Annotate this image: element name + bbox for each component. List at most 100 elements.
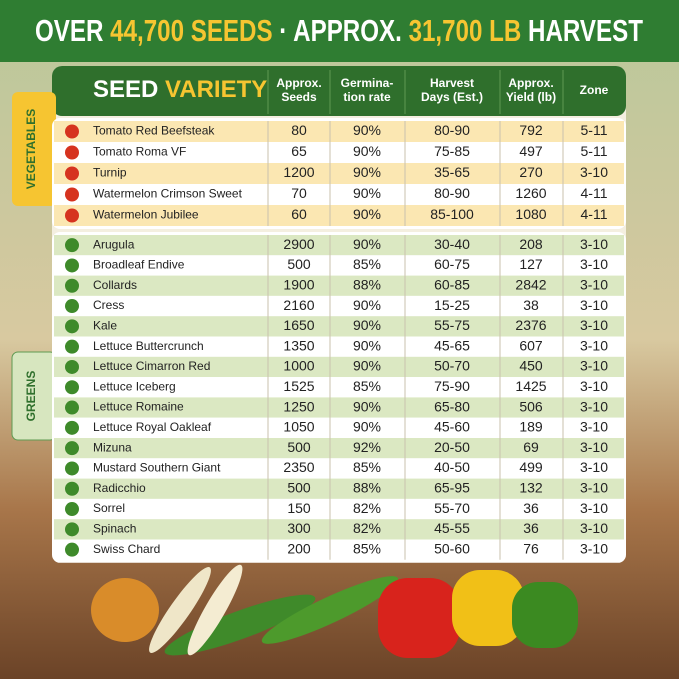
name-header-part: VARIETY	[165, 76, 267, 103]
cell: 208	[519, 236, 543, 252]
row-icon	[65, 258, 79, 273]
cell: 45-55	[434, 520, 470, 536]
title-part: OVER	[35, 13, 103, 48]
table-row	[54, 336, 624, 357]
cell: 3-10	[580, 540, 608, 556]
cell: 38	[523, 297, 539, 313]
cell: 497	[519, 143, 543, 159]
row-icon	[65, 208, 79, 223]
cell: 20-50	[434, 439, 470, 455]
cell: 4-11	[581, 206, 608, 222]
cell: 1050	[283, 419, 314, 435]
column-header: Germina-	[341, 76, 394, 90]
table-row	[54, 417, 624, 438]
cell: 65-95	[434, 479, 470, 495]
table-row	[54, 275, 624, 296]
cell: 1350	[283, 337, 314, 353]
table-row	[54, 205, 624, 226]
cell: 88%	[353, 276, 381, 292]
group-label: VEGETABLES	[24, 109, 38, 189]
title-part: 44,700 SEEDS	[110, 13, 272, 48]
cell: 80	[291, 122, 307, 138]
cell: 90%	[353, 122, 381, 138]
column-header: tion rate	[343, 90, 391, 104]
cell: 270	[519, 164, 543, 180]
cell: 45-60	[434, 419, 470, 435]
variety-name: Sorrel	[93, 501, 125, 515]
variety-name: Watermelon Jubilee	[93, 208, 199, 222]
cell: 3-10	[580, 358, 608, 374]
variety-name: Lettuce Cimarron Red	[93, 359, 210, 373]
cell: 45-65	[434, 337, 470, 353]
cell: 3-10	[580, 337, 608, 353]
group-tab	[12, 92, 56, 206]
title-bar	[0, 0, 679, 62]
variety-name: Mizuna	[93, 440, 132, 454]
row-icon	[65, 502, 79, 517]
cell: 90%	[353, 398, 381, 414]
cell: 36	[523, 520, 539, 536]
cell: 15-25	[434, 297, 470, 313]
variety-name: Tomato Red Beefsteak	[93, 124, 215, 138]
cell: 3-10	[580, 459, 608, 475]
cell: 90%	[353, 419, 381, 435]
cell: 127	[519, 256, 543, 272]
cell: 2350	[283, 459, 314, 475]
cell: 3-10	[580, 236, 608, 252]
row-icon	[65, 278, 79, 293]
cell: 2842	[515, 276, 546, 292]
cell: 2900	[283, 236, 314, 252]
row-icon	[65, 145, 79, 160]
table-row	[54, 397, 624, 418]
cell: 500	[287, 479, 311, 495]
table-row	[54, 316, 624, 337]
cell: 1000	[283, 358, 314, 374]
cell: 4-11	[581, 185, 608, 201]
cell: 3-10	[580, 398, 608, 414]
cell: 300	[287, 520, 311, 536]
cell: 90%	[353, 143, 381, 159]
cell: 75-90	[434, 378, 470, 394]
variety-name: Tomato Roma VF	[93, 145, 186, 159]
cell: 607	[519, 337, 543, 353]
cell: 500	[287, 256, 311, 272]
cell: 70	[291, 185, 307, 201]
variety-name: Cress	[93, 298, 124, 312]
cell: 85-100	[430, 206, 474, 222]
cell: 90%	[353, 297, 381, 313]
table-row	[54, 519, 624, 540]
variety-name: Radicchio	[93, 481, 146, 495]
group-label: GREENS	[24, 371, 38, 422]
cell: 85%	[353, 459, 381, 475]
column-header: Zone	[580, 83, 609, 97]
cell: 3-10	[580, 419, 608, 435]
row-icon	[65, 319, 79, 334]
table-row	[54, 142, 624, 163]
variety-name: Collards	[93, 278, 137, 292]
column-header: Yield (lb)	[506, 90, 556, 104]
cell: 90%	[353, 185, 381, 201]
table-row	[54, 235, 624, 256]
column-header: Approx.	[508, 76, 553, 90]
cell: 499	[519, 459, 543, 475]
cell: 150	[287, 500, 311, 516]
cell: 1250	[283, 398, 314, 414]
variety-name: Arugula	[93, 237, 135, 251]
cell: 3-10	[580, 378, 608, 394]
cell: 82%	[353, 520, 381, 536]
cell: 1200	[283, 164, 314, 180]
cell: 60-85	[434, 276, 470, 292]
column-header: Days (Est.)	[421, 90, 483, 104]
row-icon	[65, 187, 79, 202]
cell: 132	[519, 479, 543, 495]
cell: 3-10	[580, 479, 608, 495]
variety-name: Kale	[93, 319, 117, 333]
cell: 82%	[353, 500, 381, 516]
row-icon	[65, 481, 79, 496]
row-icon	[65, 166, 79, 181]
row-icon	[65, 420, 79, 435]
variety-name: Lettuce Buttercrunch	[93, 339, 204, 353]
table-row	[54, 255, 624, 276]
title: OVER 44,700 SEEDS · APPROX. 31,700 LB HA…	[35, 13, 643, 48]
